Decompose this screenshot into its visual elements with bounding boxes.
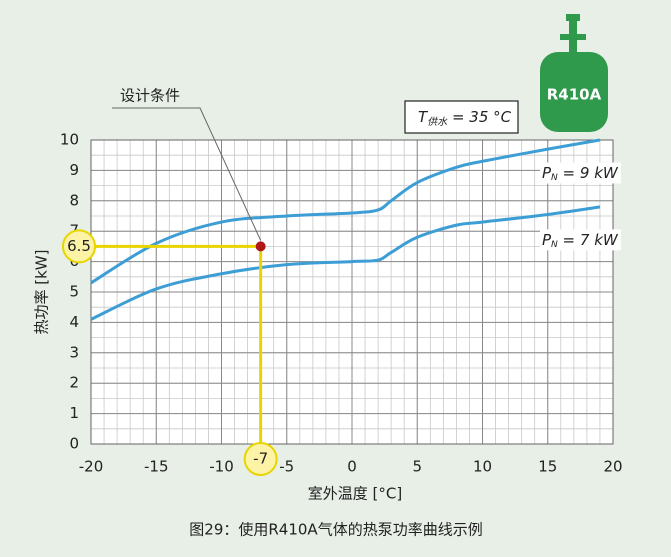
y-value-label: 6.5 [67,237,91,255]
valve [560,34,586,40]
x-tick-label: 0 [347,458,357,476]
y-tick-label: 2 [69,374,79,392]
x-tick-label: -20 [79,458,104,476]
y-axis-label: 热功率 [kW] [33,250,51,335]
series-line [90,205,601,321]
condition-box [404,100,519,134]
legend-symbol: P [542,164,552,182]
y-tick-label: 10 [60,131,79,149]
legend-label: PN = 9 kW [542,164,619,183]
condition-label: T供水 = 35 °C [418,108,512,129]
y-tick-label: 1 [69,404,79,422]
x-tick-label: 5 [412,458,422,476]
y-tick-label: 3 [69,343,79,361]
x-tick-label: -10 [209,458,234,476]
leader-line [112,107,262,241]
valve [566,14,580,21]
annotation: 设计条件 [120,87,180,105]
legend-subscript: N [551,239,558,249]
cylinder-body [540,52,608,132]
y-tick-label: 8 [69,191,79,209]
x-tick-label: 20 [603,458,622,476]
legend-subscript: N [551,173,558,183]
legend-text: = 9 kW [558,164,619,182]
x-tick-label: 15 [538,458,557,476]
design-point [255,241,266,252]
y-tick-label: 9 [69,161,79,179]
condition-symbol: T [418,108,429,126]
legend-background [540,229,621,251]
legend-symbol: P [542,230,552,248]
plot-frame [90,139,614,445]
series-line [90,138,601,285]
x-tick-label: 10 [473,458,492,476]
x-tick-label: -5 [279,458,294,476]
legend-text: = 7 kW [558,230,619,248]
legend-label: PN = 7 kW [542,230,619,249]
caption: 图29：使用R410A气体的热泵功率曲线示例 [189,521,482,539]
condition-subscript: 供水 [427,116,448,128]
x-value-badge [243,442,278,476]
y-tick-label: 4 [69,313,79,331]
labels: -20-15-10-505101520012345678910PN = 9 kW… [60,87,623,476]
legend-background [540,162,621,184]
x-value-label: -7 [253,450,268,468]
condition-text: = 35 °C [447,108,511,126]
marks [86,138,601,450]
y-tick-label: 0 [69,435,79,453]
cylinder-label: R410A [547,86,602,104]
y-tick-label: 5 [69,283,79,301]
cylinder-icon: R410A [540,14,608,132]
x-axis-label: 室外温度 [°C] [308,485,402,503]
x-tick-label: -15 [144,458,169,476]
grid [90,139,614,445]
y-value-badge [62,229,96,264]
